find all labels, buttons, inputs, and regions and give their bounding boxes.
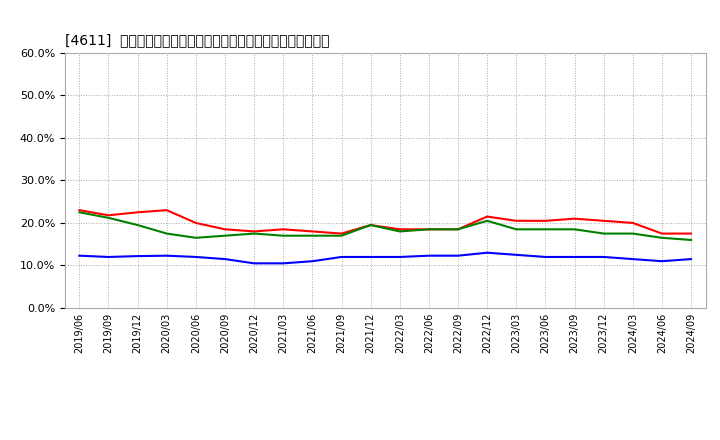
買入債務 <box>366 222 375 228</box>
Line: 在庫: 在庫 <box>79 253 691 263</box>
Text: [4611]  売上債権、在庫、買入債務の総資産に対する比率の推移: [4611] 売上債権、在庫、買入債務の総資産に対する比率の推移 <box>65 33 329 48</box>
買入債務 <box>541 227 550 232</box>
在庫 <box>279 260 287 266</box>
在庫 <box>454 253 462 258</box>
在庫 <box>220 257 229 262</box>
在庫 <box>541 254 550 260</box>
買入債務 <box>395 229 404 234</box>
売上債権 <box>687 231 696 236</box>
買入債務 <box>75 210 84 215</box>
買入債務 <box>570 227 579 232</box>
Line: 売上債権: 売上債権 <box>79 210 691 234</box>
買入債務 <box>192 235 200 240</box>
買入債務 <box>629 231 637 236</box>
在庫 <box>599 254 608 260</box>
在庫 <box>512 252 521 257</box>
在庫 <box>75 253 84 258</box>
売上債権 <box>425 227 433 232</box>
売上債権 <box>192 220 200 226</box>
在庫 <box>657 259 666 264</box>
売上債権 <box>512 218 521 224</box>
売上債権 <box>337 231 346 236</box>
Line: 買入債務: 買入債務 <box>79 213 691 240</box>
売上債権 <box>250 229 258 234</box>
買入債務 <box>337 233 346 238</box>
在庫 <box>133 253 142 259</box>
売上債権 <box>454 227 462 232</box>
買入債務 <box>104 215 113 220</box>
買入債務 <box>163 231 171 236</box>
在庫 <box>308 259 317 264</box>
売上債権 <box>133 210 142 215</box>
買入債務 <box>512 227 521 232</box>
買入債務 <box>657 235 666 240</box>
売上債権 <box>541 218 550 224</box>
在庫 <box>163 253 171 258</box>
在庫 <box>425 253 433 258</box>
在庫 <box>337 254 346 260</box>
在庫 <box>395 254 404 260</box>
売上債権 <box>308 229 317 234</box>
買入債務 <box>425 227 433 232</box>
売上債権 <box>366 222 375 228</box>
買入債務 <box>454 227 462 232</box>
売上債権 <box>629 220 637 226</box>
売上債権 <box>75 208 84 213</box>
在庫 <box>629 257 637 262</box>
在庫 <box>483 250 492 255</box>
在庫 <box>366 254 375 260</box>
売上債権 <box>163 208 171 213</box>
買入債務 <box>687 237 696 242</box>
買入債務 <box>308 233 317 238</box>
在庫 <box>687 257 696 262</box>
売上債権 <box>220 227 229 232</box>
売上債権 <box>570 216 579 221</box>
買入債務 <box>250 231 258 236</box>
売上債権 <box>104 213 113 218</box>
在庫 <box>104 254 113 260</box>
買入債務 <box>279 233 287 238</box>
買入債務 <box>220 233 229 238</box>
売上債権 <box>657 231 666 236</box>
買入債務 <box>483 218 492 224</box>
買入債務 <box>599 231 608 236</box>
売上債権 <box>395 227 404 232</box>
在庫 <box>250 260 258 266</box>
売上債権 <box>599 218 608 224</box>
売上債権 <box>279 227 287 232</box>
在庫 <box>570 254 579 260</box>
売上債権 <box>483 214 492 219</box>
在庫 <box>192 254 200 260</box>
買入債務 <box>133 222 142 228</box>
